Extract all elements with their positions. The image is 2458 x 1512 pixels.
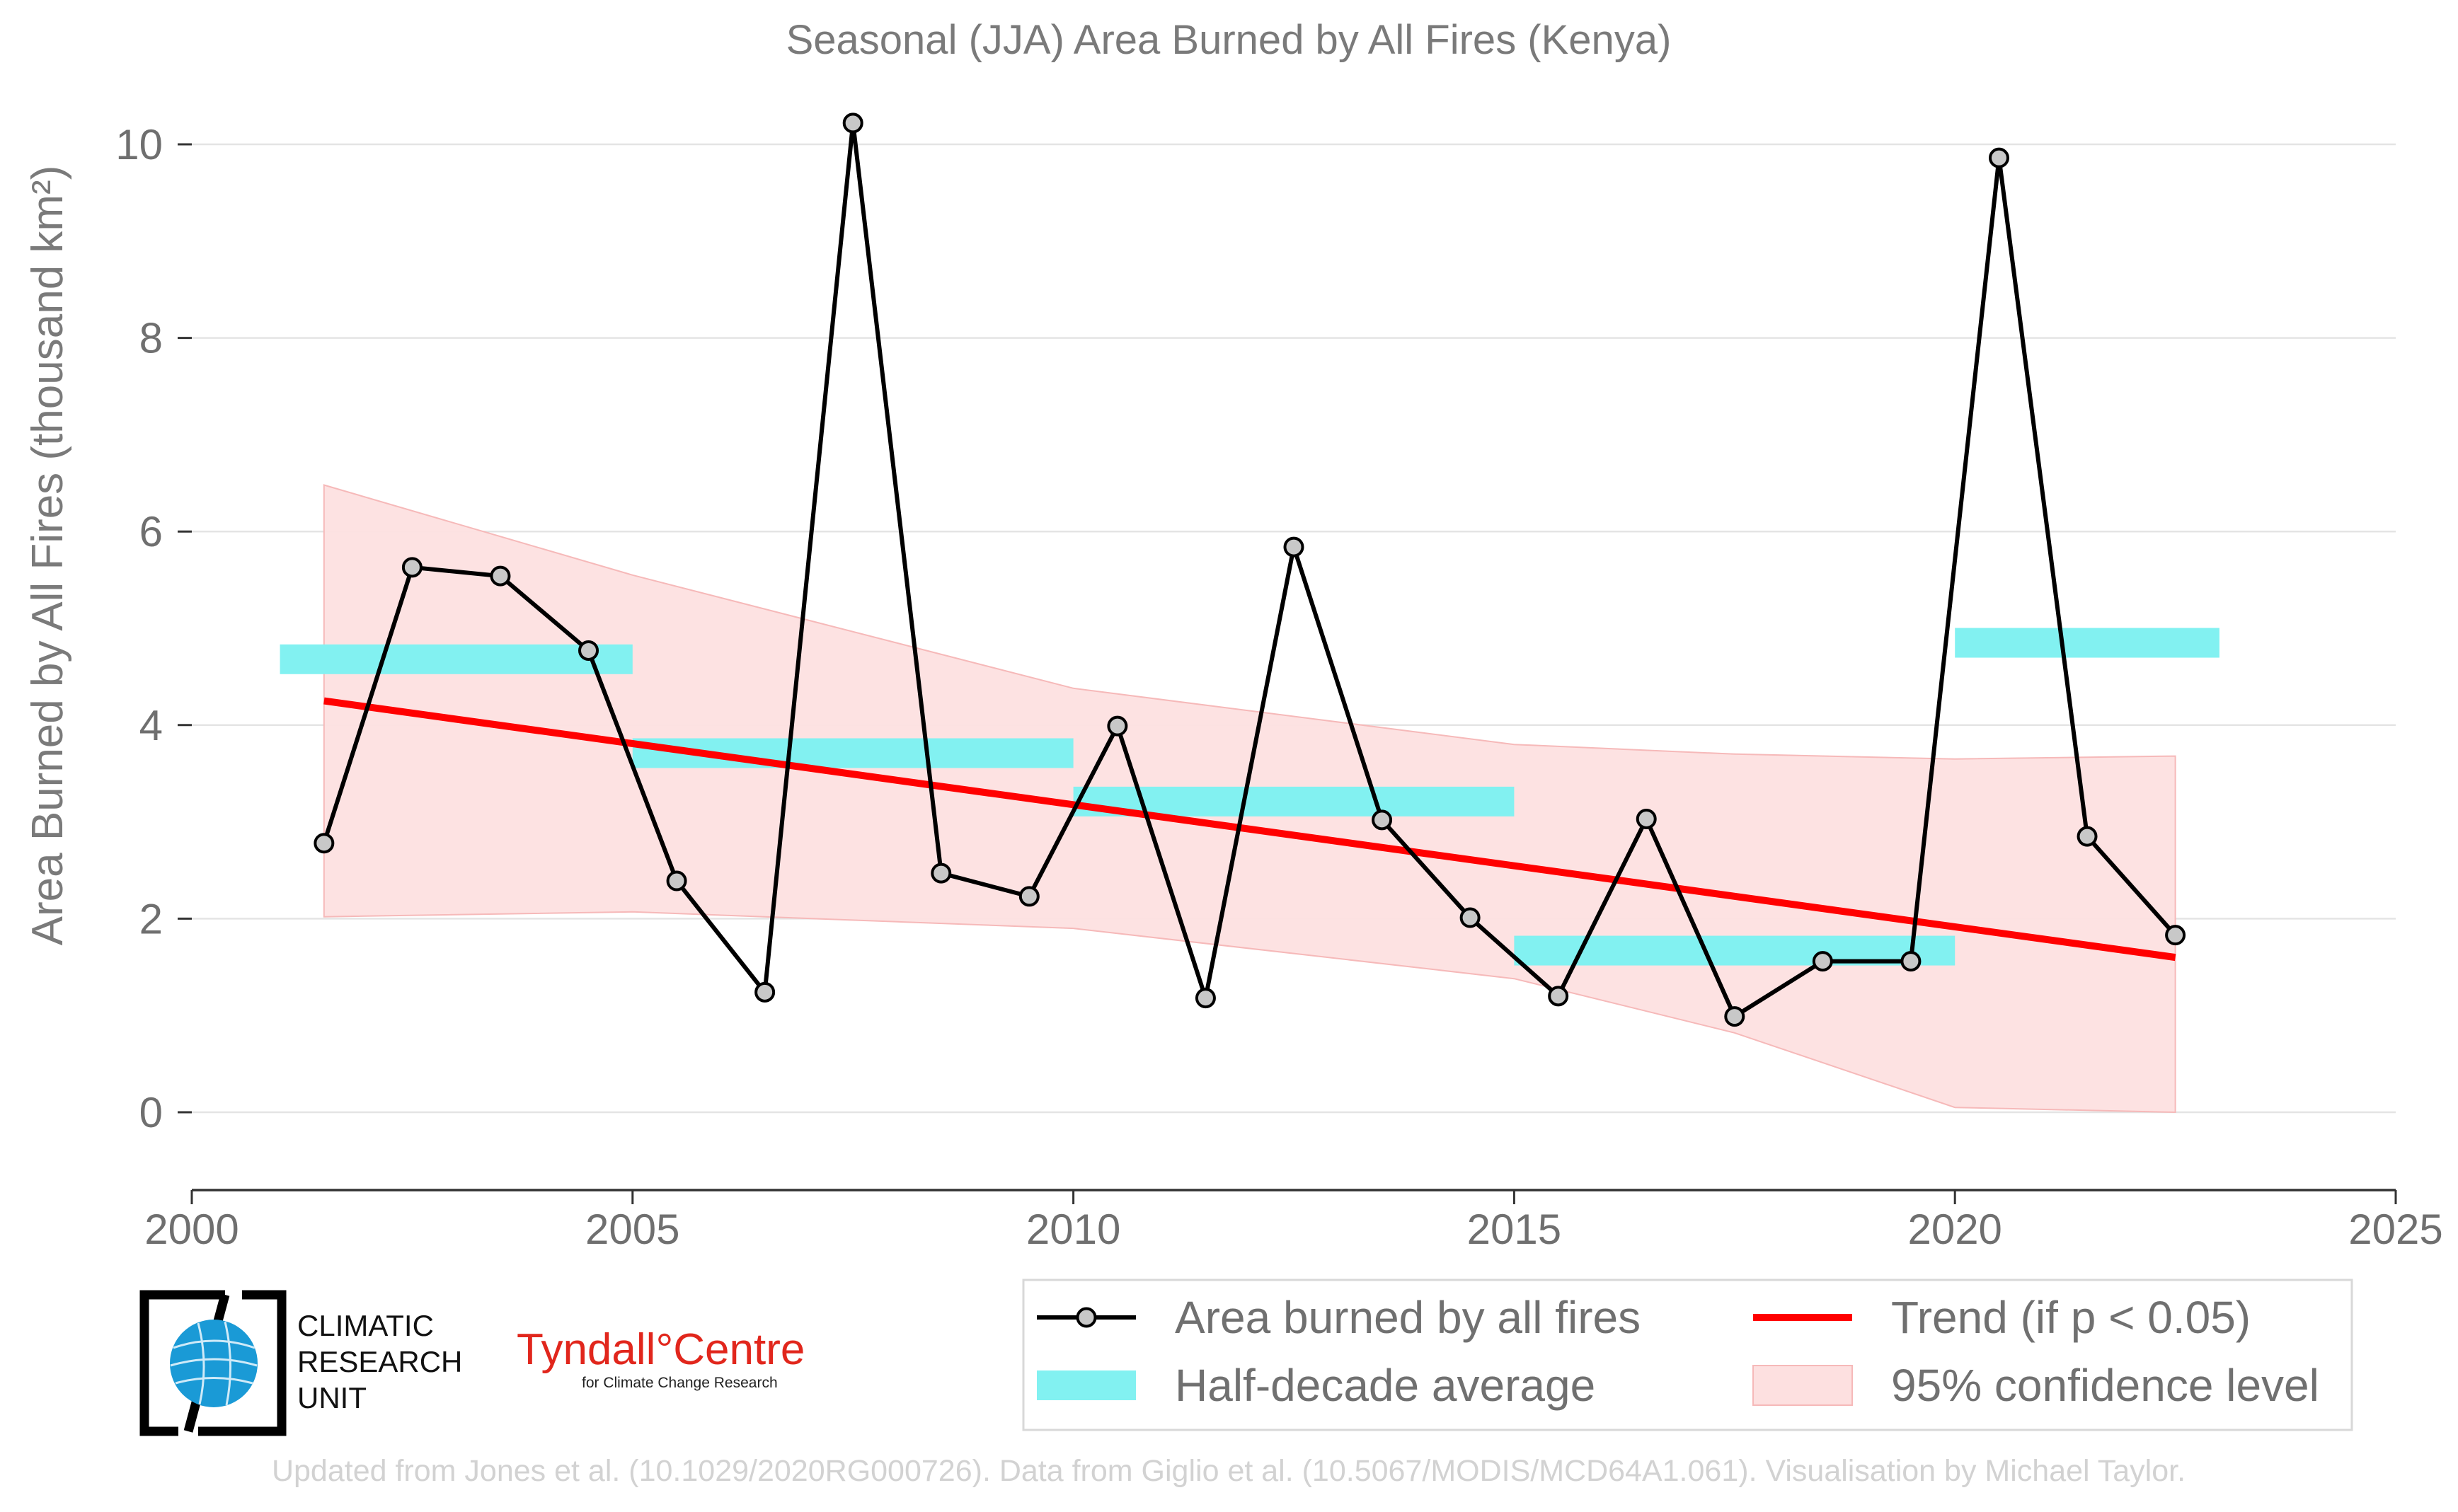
half-decade-bars — [280, 628, 2219, 966]
data-point — [842, 112, 863, 134]
y-tick-label: 4 — [139, 702, 163, 749]
data-point — [754, 981, 776, 1003]
half-decade-bar — [280, 644, 633, 674]
tyndall-logo-sub: for Climate Change Research — [582, 1375, 778, 1391]
y-tick-label: 8 — [139, 315, 163, 362]
data-point — [1724, 1006, 1745, 1027]
cru-logo: CLIMATIC RESEARCH UNIT — [139, 1290, 462, 1436]
data-point — [1372, 809, 1393, 831]
y-tick-label: 2 — [139, 895, 163, 942]
x-tick-label: 2010 — [1026, 1206, 1120, 1253]
data-point — [666, 870, 687, 891]
y-axis-label: Area Burned by All Fires (thousand km²) — [23, 166, 72, 946]
data-point — [1900, 951, 1922, 972]
x-tick-label: 2005 — [585, 1206, 679, 1253]
series-group — [314, 112, 2186, 1027]
tyndall-logo-name: Tyndall°Centre — [517, 1325, 805, 1374]
data-point — [490, 565, 511, 587]
x-tick-label: 2015 — [1467, 1206, 1561, 1253]
legend-label: Half-decade average — [1175, 1360, 1595, 1411]
data-point — [578, 640, 599, 661]
legend-swatch-marker — [1076, 1307, 1097, 1328]
data-point — [1283, 536, 1304, 558]
cru-logo-globe — [170, 1320, 258, 1407]
legend-label: 95% confidence level — [1891, 1360, 2319, 1411]
legend-swatch-bar — [1037, 1370, 1136, 1400]
data-point — [1812, 951, 1833, 972]
y-tick-label: 10 — [115, 121, 163, 168]
cru-logo-text: UNIT — [297, 1381, 367, 1414]
legend-label: Area burned by all fires — [1175, 1292, 1641, 1343]
x-tick-label: 2025 — [2348, 1206, 2442, 1253]
legend: Area burned by all fires Trend (if p < 0.… — [1022, 1279, 2353, 1431]
x-tick-label: 2020 — [1907, 1206, 2002, 1253]
data-point — [314, 833, 335, 854]
data-point — [2165, 925, 2186, 946]
series-line — [321, 122, 2177, 1020]
legend-box — [1022, 1279, 2353, 1431]
data-point — [1548, 986, 1569, 1007]
half-decade-bar — [1955, 628, 2219, 658]
data-point — [401, 557, 423, 578]
data-point — [1107, 715, 1128, 737]
cru-logo-text: CLIMATIC — [297, 1309, 434, 1342]
cru-logo-frame — [139, 1290, 287, 1436]
data-point — [1018, 886, 1040, 907]
tyndall-logo: Tyndall°Centre for Climate Change Resear… — [517, 1325, 805, 1391]
footer-credit: Updated from Jones et al. (10.1029/2020R… — [272, 1454, 2186, 1488]
legend-label: Trend (if p < 0.05) — [1891, 1292, 2251, 1343]
chart-title: Seasonal (JJA) Area Burned by All Fires … — [786, 17, 1672, 63]
data-point — [1636, 808, 1657, 829]
trend-line — [323, 697, 2176, 962]
y-tick-label: 6 — [139, 508, 163, 555]
x-tick-label: 2000 — [144, 1206, 239, 1253]
cru-logo-globe-lines — [170, 1321, 258, 1406]
data-point — [1988, 147, 2009, 168]
legend-swatch-band — [1752, 1365, 1853, 1406]
trend-line-group — [323, 697, 2176, 962]
data-point — [931, 862, 952, 884]
data-point — [1195, 988, 1216, 1009]
data-point — [2077, 826, 2098, 847]
axes: 0 2 4 6 8 10 2000 2005 2010 2015 2020 2025 — [115, 121, 2442, 1253]
y-tick-label: 0 — [139, 1089, 163, 1136]
cru-logo-text: RESEARCH — [297, 1345, 462, 1378]
data-point — [1459, 907, 1481, 928]
